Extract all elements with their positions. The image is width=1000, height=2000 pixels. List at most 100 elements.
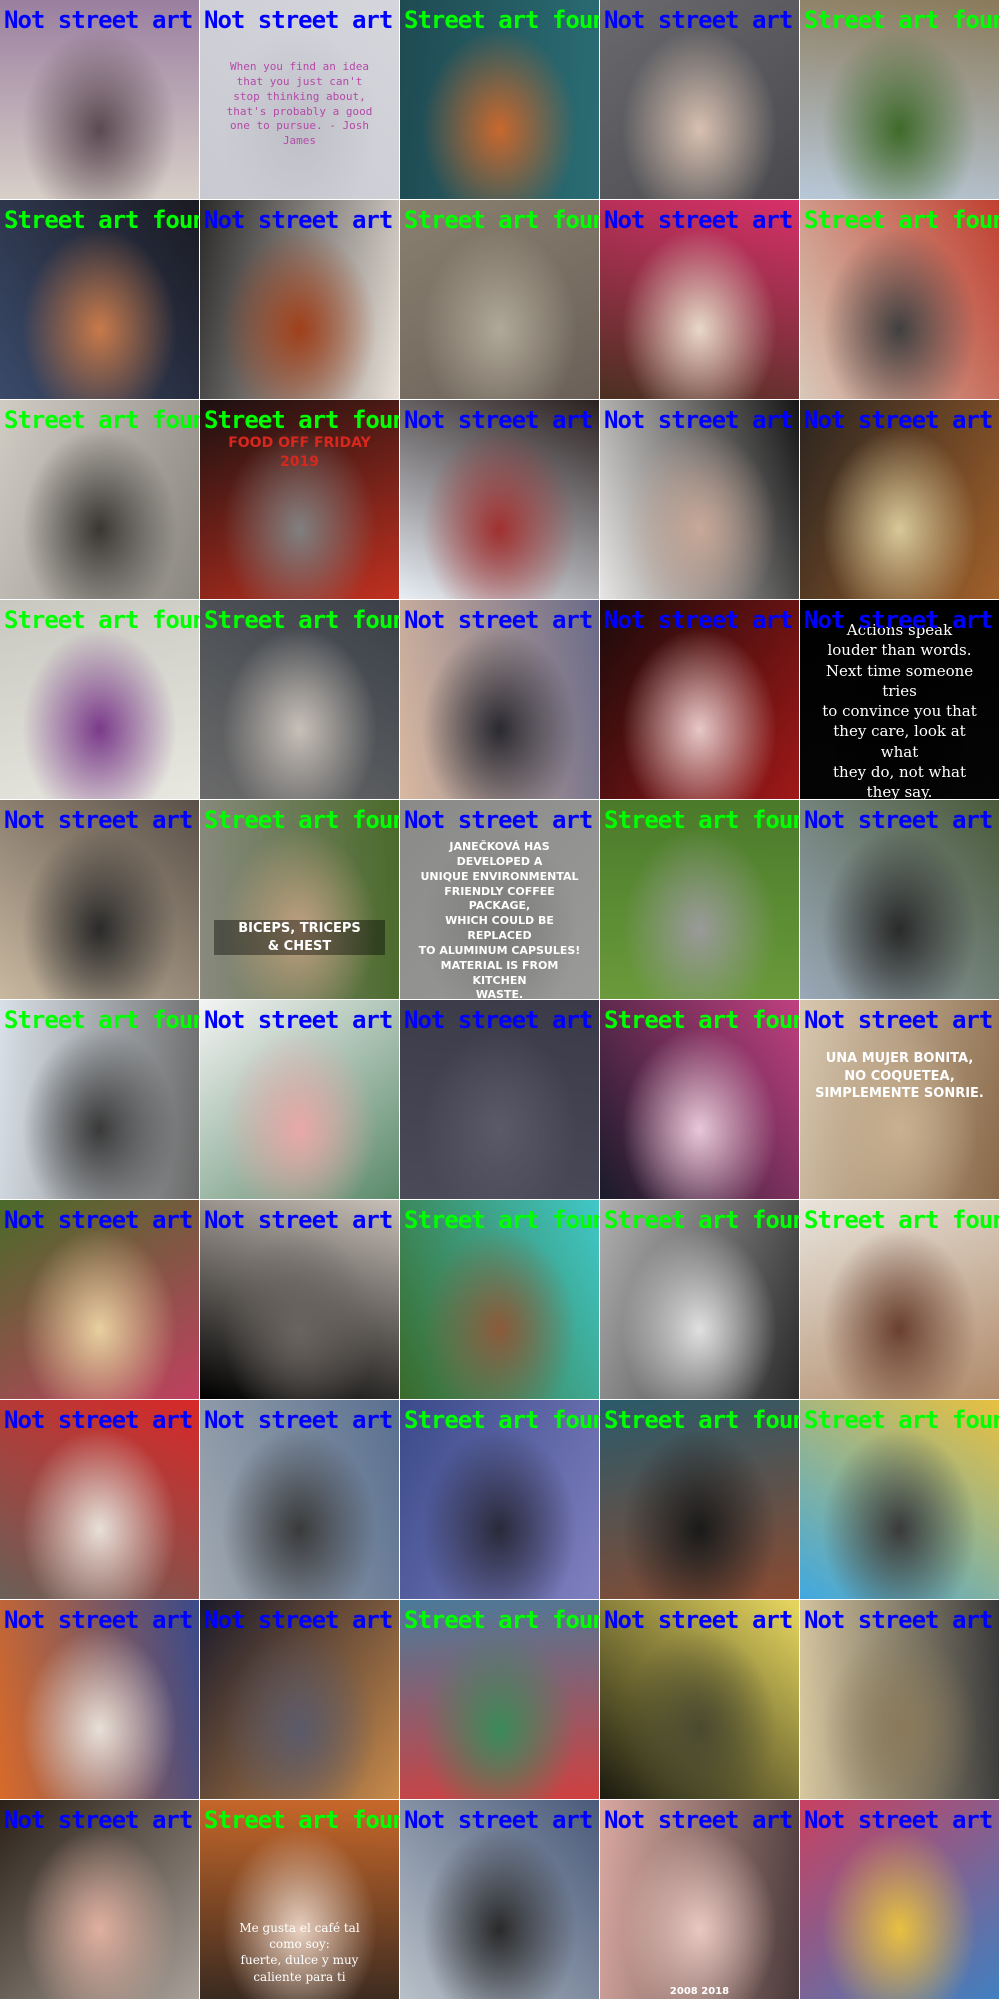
- label-street-art-found: Street art found: [804, 1206, 1000, 1234]
- label-not-street-art: Not street art: [404, 1806, 593, 1834]
- grid-tile: Street art found: [400, 1400, 600, 1600]
- photo-thumbnail: [200, 1800, 399, 1999]
- photo-thumbnail: [800, 200, 999, 399]
- photo-thumbnail: [0, 1600, 199, 1799]
- grid-tile: Not street art: [400, 600, 600, 800]
- label-not-street-art: Not street art: [404, 406, 593, 434]
- grid-tile: Not street art: [0, 1200, 200, 1400]
- grid-tile: Not street art: [600, 600, 800, 800]
- photo-thumbnail: [200, 600, 399, 799]
- label-street-art-found: Street art found: [204, 406, 400, 434]
- grid-tile: Street art found: [800, 1400, 1000, 1600]
- photo-thumbnail: [200, 1000, 399, 1199]
- grid-tile: Not street art: [200, 1200, 400, 1400]
- photo-thumbnail: [0, 1800, 199, 1999]
- photo-thumbnail: [0, 600, 199, 799]
- label-street-art-found: Street art found: [804, 206, 1000, 234]
- grid-tile: Not street art: [600, 0, 800, 200]
- grid-tile: BICEPS, TRICEPS & CHEST Street art found: [200, 800, 400, 1000]
- photo-thumbnail: [600, 400, 799, 599]
- grid-tile: Not street art: [0, 1400, 200, 1600]
- label-street-art-found: Street art found: [404, 1206, 600, 1234]
- photo-thumbnail: [400, 1000, 599, 1199]
- grid-tile: Not street art: [200, 1000, 400, 1200]
- photo-thumbnail: [800, 1200, 999, 1399]
- grid-tile: Street art found: [400, 0, 600, 200]
- label-not-street-art: Not street art: [204, 1006, 393, 1034]
- photo-thumbnail: [600, 200, 799, 399]
- grid-tile: Not street art: [400, 400, 600, 600]
- grid-tile: Not street art: [200, 1600, 400, 1800]
- grid-tile: Street art found: [0, 200, 200, 400]
- grid-tile: Not street art: [0, 0, 200, 200]
- photo-thumbnail: [0, 1000, 199, 1199]
- label-not-street-art: Not street art: [804, 1606, 993, 1634]
- label-not-street-art: Not street art: [604, 6, 793, 34]
- photo-thumbnail: [0, 1200, 199, 1399]
- label-not-street-art: Not street art: [4, 1806, 193, 1834]
- label-street-art-found: Street art found: [404, 1406, 600, 1434]
- label-street-art-found: Street art found: [4, 1006, 200, 1034]
- image-caption: FOOD OFF FRIDAY 2019: [228, 435, 371, 470]
- photo-thumbnail: [600, 800, 799, 999]
- photo-thumbnail: [400, 1200, 599, 1399]
- label-not-street-art: Not street art: [204, 6, 393, 34]
- grid-tile: 2008 2018 Not street art: [600, 1800, 800, 2000]
- label-street-art-found: Street art found: [4, 606, 200, 634]
- photo-thumbnail: [800, 1600, 999, 1799]
- photo-thumbnail: [800, 800, 999, 999]
- photo-thumbnail: [400, 1800, 599, 1999]
- photo-thumbnail: [600, 1400, 799, 1599]
- label-street-art-found: Street art found: [4, 206, 200, 234]
- photo-thumbnail: [0, 200, 199, 399]
- photo-thumbnail: [400, 1400, 599, 1599]
- grid-tile: Not street art: [200, 1400, 400, 1600]
- photo-thumbnail: [400, 800, 599, 999]
- photo-thumbnail: [400, 400, 599, 599]
- grid-tile: Street art found: [600, 800, 800, 1000]
- label-street-art-found: Street art found: [804, 1406, 1000, 1434]
- label-not-street-art: Not street art: [4, 1206, 193, 1234]
- photo-thumbnail: [0, 1400, 199, 1599]
- grid-tile: Street art found: [600, 1000, 800, 1200]
- photo-thumbnail: [800, 1800, 999, 1999]
- grid-tile: Street art found: [0, 1000, 200, 1200]
- label-street-art-found: Street art found: [604, 1206, 800, 1234]
- image-caption: Me gusta el café tal como soy: fuerte, d…: [239, 1921, 360, 1984]
- image-caption: BICEPS, TRICEPS & CHEST: [214, 920, 385, 956]
- label-not-street-art: Not street art: [604, 1806, 793, 1834]
- grid-tile: Not street art: [800, 1800, 1000, 2000]
- grid-tile: Street art found: [400, 200, 600, 400]
- grid-tile: Street art found: [400, 1600, 600, 1800]
- grid-tile: Not street art: [800, 1600, 1000, 1800]
- grid-tile: Not street art: [0, 1600, 200, 1800]
- grid-tile: Street art found: [0, 400, 200, 600]
- grid-tile: Me gusta el café tal como soy: fuerte, d…: [200, 1800, 400, 2000]
- label-street-art-found: Street art found: [604, 806, 800, 834]
- label-street-art-found: Street art found: [204, 1806, 400, 1834]
- grid-tile: Street art found: [600, 1400, 800, 1600]
- photo-thumbnail: [200, 1600, 399, 1799]
- photo-thumbnail: [800, 400, 999, 599]
- label-not-street-art: Not street art: [404, 1006, 593, 1034]
- label-street-art-found: Street art found: [204, 806, 400, 834]
- grid-tile: JANEČKOVÁ HAS DEVELOPED A UNIQUE ENVIRON…: [400, 800, 600, 1000]
- photo-thumbnail: [200, 1400, 399, 1599]
- photo-thumbnail: [800, 600, 999, 799]
- image-caption: When you find an idea that you just can'…: [226, 60, 373, 148]
- label-not-street-art: Not street art: [804, 606, 993, 634]
- label-street-art-found: Street art found: [204, 606, 400, 634]
- image-caption: UNA MUJER BONITA, NO COQUETEA, SIMPLEMEN…: [815, 1051, 984, 1102]
- photo-thumbnail: [400, 200, 599, 399]
- grid-tile: Street art found: [800, 200, 1000, 400]
- label-not-street-art: Not street art: [404, 606, 593, 634]
- label-street-art-found: Street art found: [404, 1606, 600, 1634]
- photo-thumbnail: [800, 1400, 999, 1599]
- photo-thumbnail: [200, 0, 399, 199]
- photo-thumbnail: [0, 0, 199, 199]
- grid-tile: Street art found: [800, 1200, 1000, 1400]
- grid-tile: Street art found: [400, 1200, 600, 1400]
- photo-thumbnail: [600, 1000, 799, 1199]
- label-not-street-art: Not street art: [604, 406, 793, 434]
- label-street-art-found: Street art found: [4, 406, 200, 434]
